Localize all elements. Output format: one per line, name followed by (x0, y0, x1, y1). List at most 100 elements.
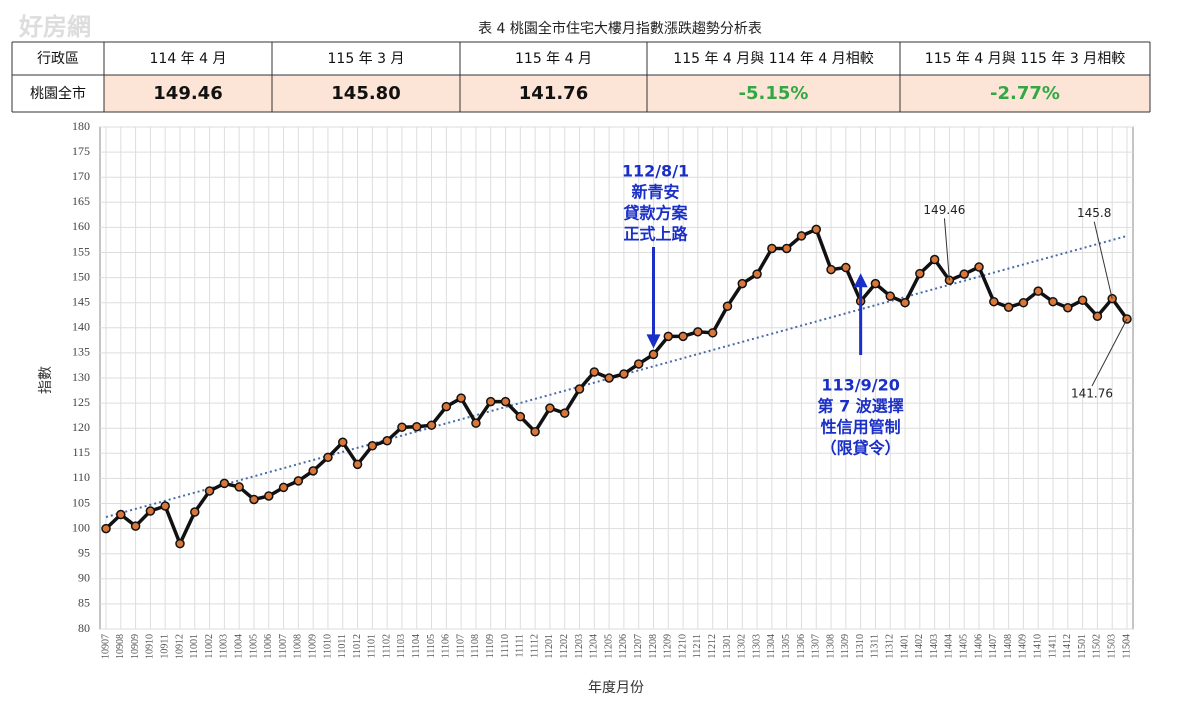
data-point (633, 359, 644, 369)
x-tick-label: 10911 (159, 634, 170, 659)
table-header: 114 年 4 月 (150, 51, 227, 67)
x-tick-label: 11007 (278, 634, 289, 659)
data-point (648, 349, 659, 360)
x-tick-label: 11207 (633, 634, 644, 659)
x-tick-label: 11208 (648, 634, 659, 659)
x-tick-label: 11311 (870, 634, 881, 658)
x-tick-label: 11408 (1003, 634, 1014, 659)
y-tick-label: 105 (72, 495, 90, 509)
table-cell: -2.77% (990, 83, 1060, 104)
data-point (411, 421, 422, 432)
data-point (471, 418, 481, 428)
data-point (175, 538, 185, 549)
x-tick-label: 10908 (115, 634, 126, 659)
data-point (397, 422, 407, 432)
y-tick-label: 85 (78, 596, 90, 610)
data-point (264, 491, 274, 501)
x-tick-label: 11301 (722, 634, 733, 659)
data-point (722, 301, 733, 311)
y-tick-label: 155 (72, 244, 90, 258)
data-point (1048, 296, 1058, 307)
x-tick-label: 11306 (796, 634, 807, 659)
x-tick-label: 11204 (589, 634, 600, 659)
data-point (752, 269, 762, 279)
data-point (870, 278, 881, 289)
data-point (796, 231, 807, 241)
x-tick-label: 11004 (233, 634, 244, 659)
data-point (1003, 302, 1014, 312)
x-tick-label: 11005 (248, 634, 259, 659)
data-point (456, 393, 466, 403)
annotation-arrowhead (646, 334, 661, 349)
x-tick-label: 11310 (855, 634, 866, 659)
x-tick-label: 11010 (322, 634, 333, 659)
table-header: 115 年 4 月與 114 年 4 月相較 (673, 51, 873, 67)
x-tick-label: 11409 (1018, 634, 1029, 659)
data-point (101, 523, 111, 534)
x-tick-label: 11101 (367, 634, 378, 658)
value-label: 149.46 (923, 203, 965, 217)
x-tick-label: 11111 (515, 634, 526, 658)
data-point (604, 373, 614, 383)
data-point (204, 486, 215, 496)
x-tick-label: 11002 (204, 634, 215, 659)
x-tick-label: 11209 (663, 634, 674, 659)
x-tick-label: 11411 (1047, 634, 1058, 658)
data-point (515, 411, 526, 422)
x-tick-label: 11401 (899, 634, 910, 659)
table-cell: 141.76 (519, 83, 588, 104)
x-tick-label: 11205 (603, 634, 614, 659)
y-tick-label: 150 (72, 269, 90, 283)
y-tick-label: 95 (78, 545, 90, 559)
chart: 10907 10908 10909 10910 10911 10912 11001 11002… (38, 119, 1134, 696)
data-point (219, 478, 230, 489)
data-point (1063, 302, 1073, 313)
data-point (1018, 297, 1029, 308)
y-tick-label: 165 (72, 194, 90, 208)
table-cell: 149.46 (153, 83, 222, 104)
x-tick-label: 11105 (426, 634, 437, 658)
table-header: 行政區 (37, 51, 79, 67)
data-point (781, 243, 792, 254)
y-tick-label: 90 (78, 571, 90, 585)
x-tick-label: 11410 (1033, 634, 1044, 659)
label-leader (1091, 318, 1128, 387)
data-point (885, 291, 895, 301)
x-tick-label: 11009 (307, 634, 318, 659)
annotation-text: 貸款方案 (622, 204, 688, 223)
annotation-text: 第 7 波選擇 (818, 397, 904, 416)
label-leader (1093, 221, 1113, 299)
data-point (367, 441, 378, 451)
data-point (190, 507, 200, 517)
x-tick-label: 11305 (781, 634, 792, 659)
data-point (841, 262, 851, 273)
data-point (767, 243, 777, 254)
data-point (145, 506, 156, 516)
x-tick-label: 11110 (500, 634, 511, 658)
data-point (974, 262, 984, 272)
data-point (619, 369, 629, 379)
x-tick-label: 10907 (100, 634, 111, 659)
annotation-text: 新青安 (631, 183, 679, 202)
data-point (707, 328, 718, 338)
annotation-text: 正式上路 (623, 225, 688, 244)
x-tick-label: 11108 (470, 634, 481, 658)
x-tick-label: 11405 (959, 634, 970, 659)
data-point (737, 278, 748, 289)
y-tick-label: 180 (72, 119, 90, 133)
data-point (130, 521, 141, 531)
x-tick-label: 11011 (337, 634, 348, 658)
x-tick-label: 11404 (944, 634, 955, 659)
table-row-bg (104, 75, 1150, 112)
y-tick-label: 120 (72, 420, 90, 434)
x-tick-label: 11202 (559, 634, 570, 659)
data-point (382, 436, 392, 446)
x-tick-label: 11012 (352, 634, 363, 659)
y-tick-label: 125 (72, 395, 90, 409)
data-point (500, 396, 511, 407)
x-axis-label: 年度月份 (588, 680, 644, 696)
x-tick-label: 11104 (411, 634, 422, 658)
trendline (105, 234, 1128, 519)
data-point (308, 466, 318, 476)
